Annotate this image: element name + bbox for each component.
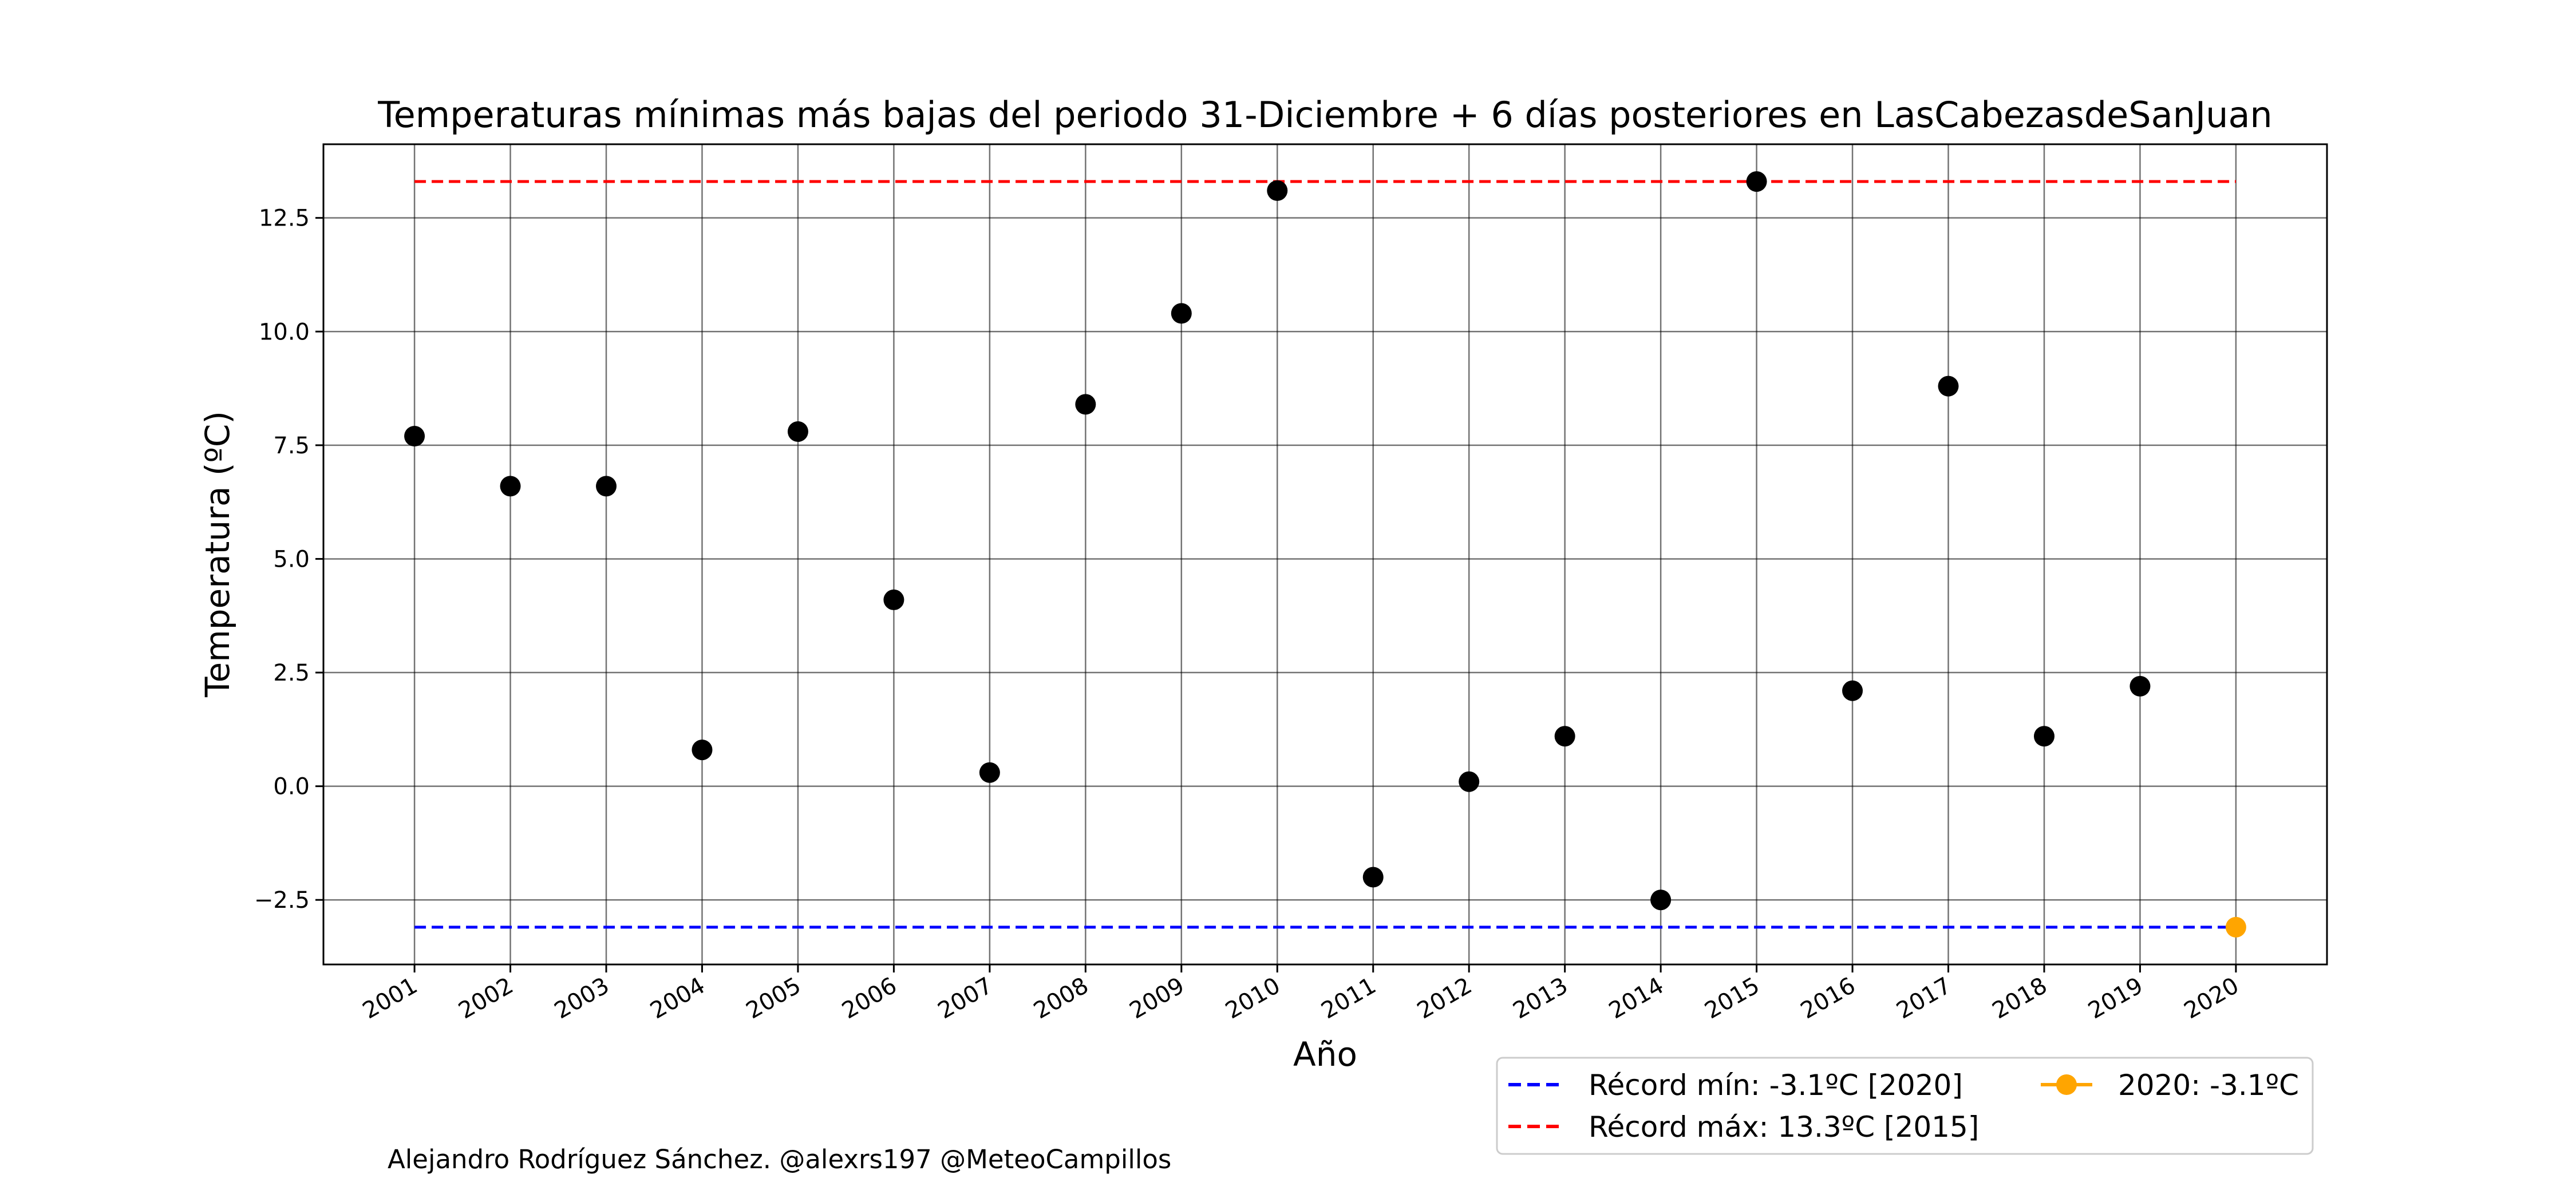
data-point — [1554, 726, 1575, 747]
plot-frame — [322, 143, 2328, 966]
y-tick-label: 12.5 — [259, 205, 310, 232]
data-point — [404, 425, 425, 446]
x-tick-label: 2012 — [1413, 972, 1476, 1025]
x-tick-label: 2003 — [550, 972, 614, 1025]
grid — [323, 144, 2327, 964]
legend: Récord mín: -3.1ºC [2020] Récord máx: 13… — [1496, 1057, 2314, 1155]
data-point — [1362, 867, 1384, 888]
y-tick-label: 7.5 — [273, 433, 310, 459]
x-tick-label: 2020 — [2180, 972, 2243, 1025]
x-tick-label: 2013 — [1509, 972, 1573, 1025]
y-tick-label: 10.0 — [259, 319, 310, 345]
data-point — [979, 762, 1000, 783]
x-tick-label: 2010 — [1221, 972, 1285, 1025]
legend-record-max-label: Récord máx: 13.3ºC [2015] — [1589, 1110, 1979, 1144]
x-tick-label: 2004 — [646, 972, 709, 1025]
legend-highlight-label: 2020: -3.1ºC — [2118, 1069, 2299, 1102]
data-points — [404, 171, 2246, 938]
x-tick-label: 2014 — [1605, 972, 1668, 1025]
data-point — [596, 476, 617, 497]
x-tick-label: 2015 — [1700, 972, 1764, 1025]
x-tick-label: 2006 — [837, 972, 901, 1025]
data-point — [2033, 726, 2055, 747]
credit-text: Alejandro Rodríguez Sánchez. @alexrs197 … — [388, 1144, 1171, 1175]
data-point — [1746, 171, 1767, 192]
data-point — [692, 740, 713, 761]
x-tick-label: 2009 — [1125, 972, 1189, 1025]
legend-record-min-label: Récord mín: -3.1ºC [2020] — [1589, 1069, 1963, 1102]
data-point — [787, 421, 808, 442]
x-tick-label: 2018 — [1988, 972, 2052, 1025]
x-tick-label: 2005 — [742, 972, 805, 1025]
y-axis-label: Temperatura (ºC) — [198, 411, 237, 698]
y-tick-label: 0.0 — [273, 774, 310, 800]
data-point — [1267, 180, 1288, 201]
data-point — [883, 589, 904, 610]
data-point — [1842, 680, 1863, 701]
x-tick-label: 2002 — [454, 972, 517, 1025]
y-tick-label: 5.0 — [273, 546, 310, 572]
data-point — [1459, 771, 1480, 792]
y-tick-label: −2.5 — [254, 887, 310, 914]
highlight-point — [2225, 916, 2246, 938]
data-point — [1171, 303, 1192, 324]
x-tick-label: 2016 — [1796, 972, 1860, 1025]
data-point — [1650, 889, 1672, 911]
chart-title: Temperaturas mínimas más bajas del perio… — [377, 94, 2272, 136]
y-tick-label: 2.5 — [273, 660, 310, 686]
x-tick-label: 2008 — [1029, 972, 1093, 1025]
x-axis-label: Año — [1293, 1035, 1357, 1074]
legend-highlight-marker — [2056, 1074, 2077, 1095]
data-point — [1075, 394, 1096, 415]
x-axis-ticks: 2001 2002 2003 2004 2005 2006 2007 2008 2009 2010… — [358, 964, 2243, 1025]
legend-box — [1496, 1057, 2314, 1155]
x-tick-label: 2007 — [934, 972, 997, 1025]
x-tick-label: 2001 — [358, 972, 422, 1025]
x-tick-label: 2019 — [2084, 972, 2147, 1025]
x-tick-label: 2017 — [1892, 972, 1955, 1025]
y-axis-ticks: −2.5 0.0 2.5 5.0 7.5 10.0 12.5 — [254, 205, 323, 914]
record-lines — [414, 180, 2236, 929]
data-point — [500, 476, 521, 497]
x-tick-label: 2011 — [1317, 972, 1381, 1025]
data-point — [2129, 675, 2151, 697]
data-point — [1938, 375, 1959, 397]
